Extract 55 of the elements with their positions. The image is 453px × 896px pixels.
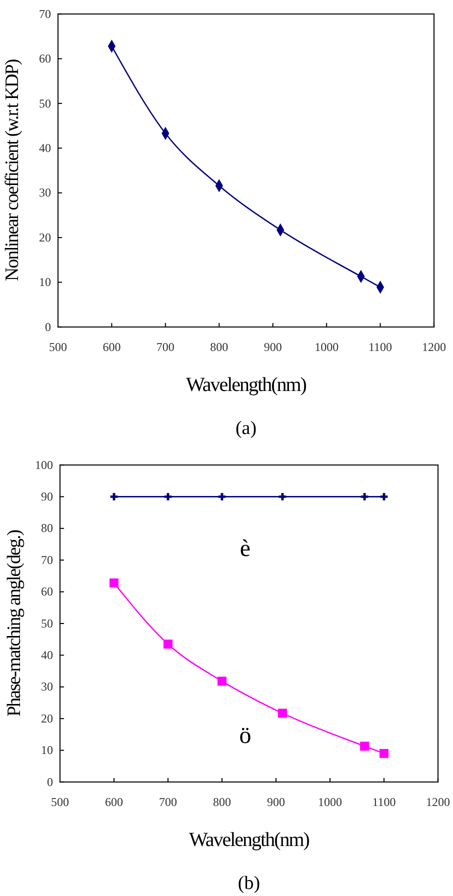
x-axis-title: Wavelength(nm): [189, 829, 310, 851]
text: (b): [238, 873, 260, 894]
x-tick-label: 900: [267, 794, 285, 809]
y-axis-title: Phase-matching angle(deg.): [4, 530, 25, 717]
y-axis-title: Nonlinear coefficient (w.r.t KDP): [2, 59, 23, 282]
x-tick-label: 700: [156, 340, 174, 354]
x-axis-title: Wavelength(nm): [186, 374, 306, 396]
x-tick-label: 800: [210, 340, 228, 354]
y-tick-label: 30: [39, 186, 51, 200]
x-tick-label: 600: [105, 794, 123, 809]
y-tick-label: 60: [39, 52, 51, 66]
point: [380, 748, 388, 758]
y-tick-label: 80: [41, 521, 53, 536]
x-tick-label: 1100: [372, 794, 396, 809]
x-tick-label: 1200: [426, 794, 450, 809]
y-tick-label: 40: [41, 648, 53, 662]
point: [380, 493, 388, 500]
x-tick-label: 1200: [422, 340, 446, 354]
y-tick-label: 70: [41, 552, 53, 567]
annotation: è: [240, 536, 251, 562]
x-tick-label: 700: [159, 794, 177, 809]
y-tick-label: 90: [41, 490, 53, 504]
x-tick-label: 1100: [368, 340, 392, 354]
point: [278, 493, 286, 500]
y-tick-label: 60: [41, 584, 53, 599]
x-tick-label: 800: [213, 794, 231, 809]
point: [110, 578, 118, 588]
x-tick-label: 500: [51, 794, 69, 809]
point: [218, 676, 226, 686]
y-tick-label: 0: [47, 774, 53, 789]
y-tick-label: 20: [39, 230, 51, 244]
y-tick-label: 100: [35, 458, 53, 472]
y-tick-label: 10: [39, 275, 51, 290]
point: [218, 493, 226, 500]
x-tick-label: 1000: [318, 794, 342, 809]
point: [278, 708, 287, 718]
y-tick-label: 0: [45, 320, 51, 334]
y-tick-label: 70: [39, 6, 51, 21]
y-tick-label: 40: [39, 140, 51, 155]
x-tick-label: 600: [102, 340, 121, 354]
y-tick-label: 50: [41, 616, 53, 630]
text: (a): [235, 418, 257, 439]
y-tick-label: 10: [41, 743, 53, 758]
y-tick-label: 50: [39, 96, 51, 110]
x-tick-label: 500: [49, 340, 67, 354]
point: [164, 640, 172, 649]
point: [360, 742, 370, 751]
point: [110, 493, 118, 500]
x-tick-label: 1000: [314, 340, 339, 354]
point: [360, 493, 368, 500]
y-tick-label: 20: [41, 711, 53, 726]
point: [164, 493, 172, 500]
annotation: ö: [239, 723, 252, 750]
x-tick-label: 900: [264, 340, 282, 354]
y-tick-label: 30: [41, 680, 53, 694]
